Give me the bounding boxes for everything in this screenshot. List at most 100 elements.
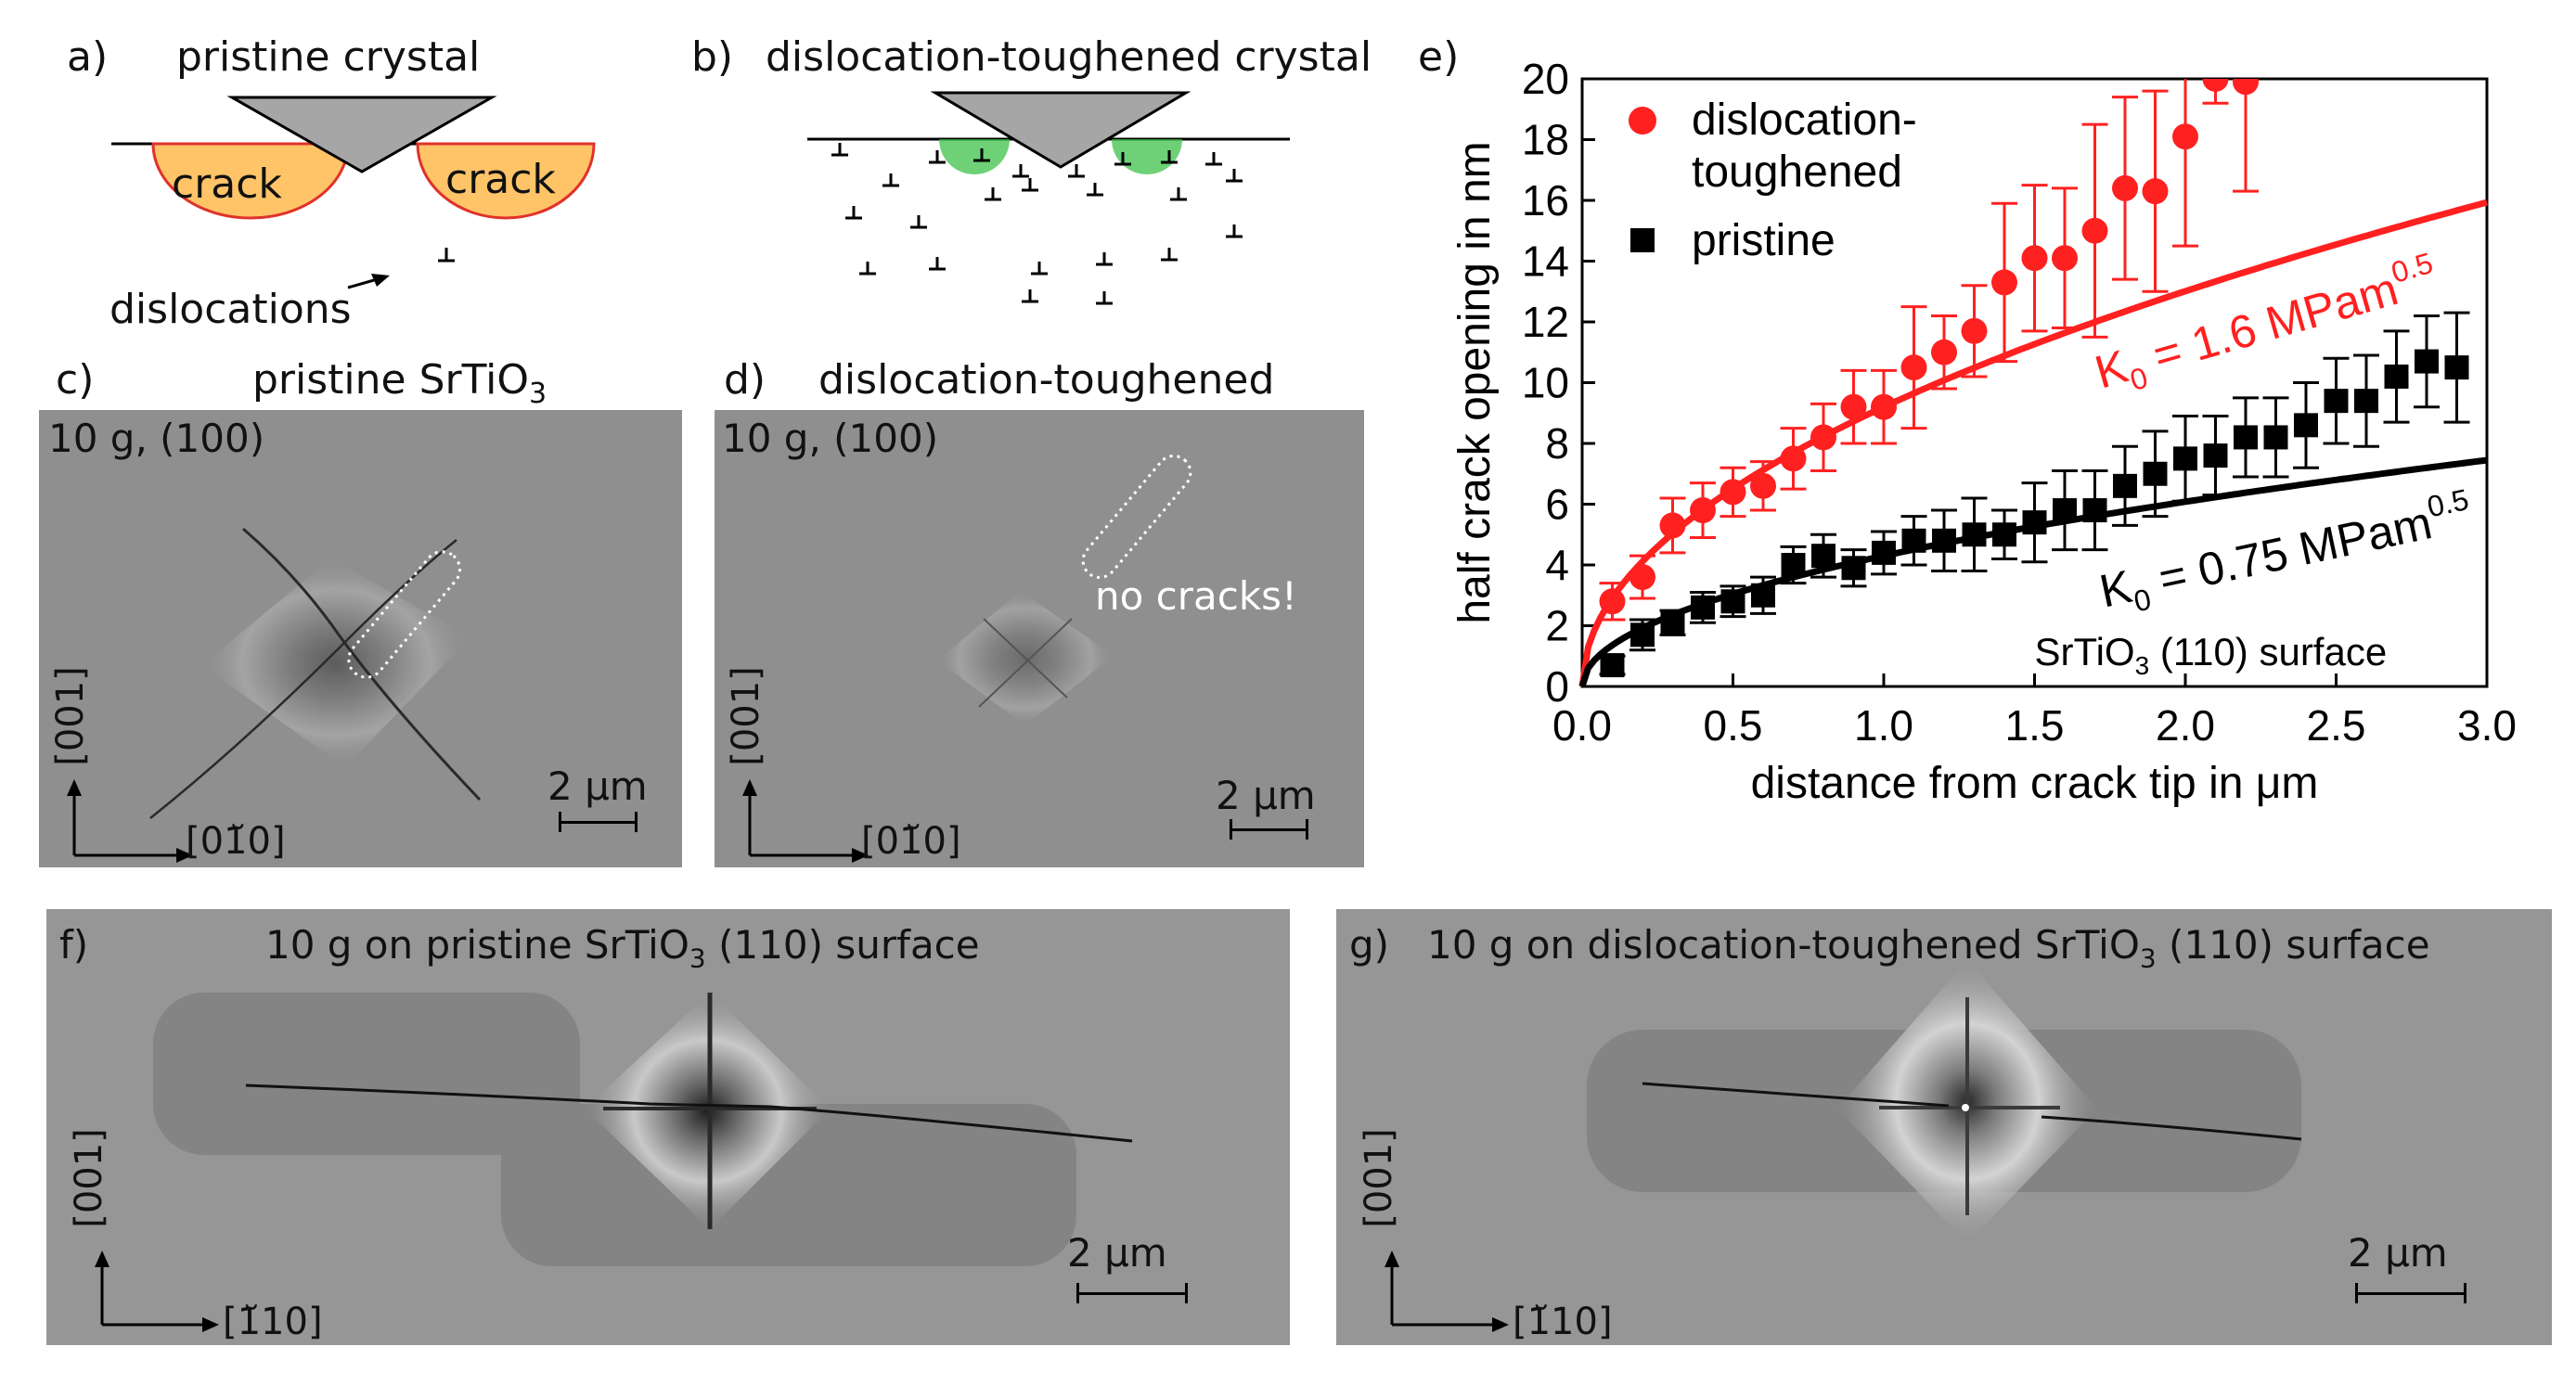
data-point-1 (2203, 443, 2228, 468)
data-point-1 (2022, 510, 2047, 535)
panel-f-title-post: (110) surface (705, 922, 980, 968)
panel-g-scale-bar (2355, 1292, 2467, 1295)
data-point-0 (2052, 245, 2078, 272)
data-point-1 (2053, 498, 2077, 523)
panel-d-title: dislocation-toughened (818, 356, 1275, 404)
data-point-1 (2234, 425, 2258, 450)
orientation-arrows-f (95, 1250, 219, 1332)
panel-b-schematic (807, 91, 1290, 305)
panel-g-title: 10 g on dislocation-toughened SrTiO3 (11… (1427, 926, 2430, 971)
panel-g-letter: g) (1349, 922, 1390, 968)
data-point-0 (2233, 79, 2259, 96)
y-tick-label: 8 (1545, 419, 1569, 468)
micrograph-f: f) 10 g on pristine SrTiO3 (110) surface… (46, 909, 1290, 1345)
y-tick-label: 14 (1522, 237, 1569, 286)
panel-f-axis-up: [001] (67, 1128, 110, 1228)
panel-c-letter: c) (56, 356, 95, 404)
data-point-0 (2112, 174, 2138, 201)
data-point-1 (1691, 595, 1715, 620)
panel-a-schematic (111, 96, 596, 289)
data-point-0 (1629, 564, 1655, 591)
legend-label-pristine: pristine (1692, 216, 1835, 265)
data-point-1 (1781, 553, 1806, 577)
micrograph-g: g) 10 g on dislocation-toughened SrTiO3 … (1336, 909, 2552, 1345)
data-point-1 (1630, 622, 1655, 648)
data-point-0 (1719, 479, 1746, 506)
data-point-0 (2172, 123, 2198, 150)
panel-a-letter: a) (67, 33, 109, 81)
data-point-0 (1900, 354, 1927, 381)
orientation-arrows-g (1385, 1250, 1509, 1332)
panel-g-scale-label: 2 μm (2348, 1230, 2448, 1276)
data-point-1 (2444, 355, 2469, 380)
y-tick-label: 4 (1545, 541, 1569, 589)
data-point-1 (2173, 446, 2197, 471)
x-tick-label: 0.5 (1704, 701, 1763, 750)
y-tick-label: 16 (1522, 176, 1569, 224)
data-point-0 (1659, 512, 1686, 539)
panel-d-scale-label: 2 μm (1216, 773, 1316, 818)
data-point-1 (1992, 522, 2016, 547)
panel-c-title-main: pristine SrTiO (252, 356, 529, 404)
x-axis-label: distance from crack tip in μm (1751, 759, 2319, 808)
legend-marker-pristine (1630, 228, 1655, 252)
data-point-1 (1932, 528, 1956, 553)
data-point-1 (2113, 473, 2137, 498)
data-point-1 (1600, 653, 1625, 678)
y-tick-label: 18 (1522, 116, 1569, 164)
panel-d-letter: d) (724, 356, 766, 404)
panel-d-axis-up: [001] (724, 666, 767, 766)
micrograph-d: 10 g, (100) no cracks! [001] [01̆0] 2 μm (715, 410, 1364, 867)
x-tick-label: 2.0 (2156, 701, 2215, 750)
y-tick-label: 6 (1545, 481, 1569, 529)
panel-b-letter: b) (691, 33, 734, 81)
panel-f-title-pre: 10 g on pristine SrTiO (265, 922, 689, 968)
y-axis-label: half crack opening in nm (1450, 141, 1500, 623)
data-point-0 (1991, 269, 2017, 296)
y-tick-label: 20 (1522, 55, 1569, 103)
data-point-1 (1962, 522, 1987, 547)
data-point-0 (2142, 178, 2169, 205)
panel-f-title: 10 g on pristine SrTiO3 (110) surface (265, 926, 980, 971)
orientation-arrows-d (742, 779, 869, 863)
data-point-1 (1841, 556, 1866, 581)
x-tick-label: 1.0 (1854, 701, 1913, 750)
data-point-1 (2143, 461, 2168, 486)
panel-c-title: pristine SrTiO3 (252, 360, 547, 408)
x-tick-label: 0.0 (1552, 701, 1612, 750)
data-point-0 (2081, 217, 2108, 244)
data-point-0 (1871, 393, 1897, 420)
data-point-1 (1720, 589, 1745, 614)
data-point-0 (1961, 317, 1988, 344)
legend-label-toughened: dislocation-toughened (1692, 96, 1917, 197)
micrograph-c: 10 g, (100) [001] [01̆0] 2 μm (39, 410, 682, 867)
data-point-1 (2384, 364, 2409, 389)
data-point-0 (1810, 424, 1836, 451)
panel-g-axis-right: [1̆10] (1513, 1301, 1613, 1343)
data-point-0 (2202, 79, 2229, 92)
y-tick-label: 10 (1522, 359, 1569, 407)
data-point-1 (1751, 583, 1775, 608)
panel-d-load: 10 g, (100) (722, 416, 939, 461)
chart-annotation: SrTiO3 (110) surface (2035, 630, 2388, 680)
panel-d-scale-bar (1230, 828, 1308, 831)
y-tick-label: 12 (1522, 298, 1569, 346)
data-point-1 (1872, 540, 1896, 565)
data-point-0 (1840, 393, 1867, 420)
panel-f-scale-bar (1076, 1292, 1188, 1295)
crack-opening-chart: 0.0 0.5 1.0 1.5 2.0 2.5 3.0 0 2 4 6 8 10 12 14 16 18 20 di… (1450, 55, 2517, 808)
panel-b-title: dislocation-toughened crystal (766, 33, 1372, 81)
panel-e-letter: e) (1418, 33, 1460, 81)
panel-f-letter: f) (59, 922, 89, 968)
panel-c-axis-up: [001] (48, 666, 92, 766)
legend-marker-toughened (1629, 107, 1656, 135)
data-point-0 (1750, 472, 1776, 499)
panel-c-scale-bar (559, 821, 638, 824)
data-point-0 (1780, 445, 1807, 472)
panel-g-title-pre: 10 g on dislocation-toughened SrTiO (1427, 922, 2140, 968)
panel-c-title-sub: 3 (529, 377, 547, 410)
panel-a-title: pristine crystal (176, 33, 481, 81)
data-point-1 (2294, 413, 2318, 438)
data-point-0 (1599, 588, 1626, 615)
data-point-0 (2021, 245, 2048, 272)
